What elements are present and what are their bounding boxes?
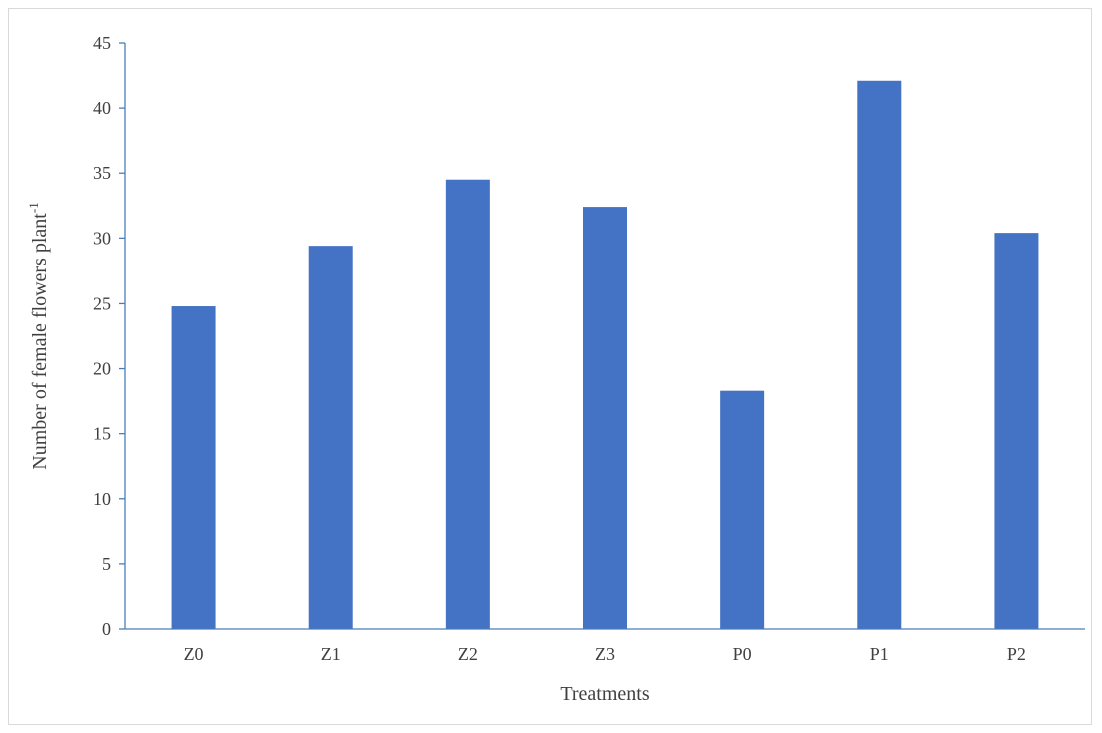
y-axis-title: Number of female flowers plant-1	[26, 202, 51, 469]
x-axis-ticks: Z0 Z1 Z2 Z3 P0 P1 P2	[184, 644, 1026, 664]
y-tick-label-2: 10	[93, 489, 111, 509]
x-tick-label-p0: P0	[733, 644, 752, 664]
bar-p0	[720, 390, 765, 629]
y-tick-label-5: 25	[93, 293, 111, 313]
y-tick-label-8: 40	[93, 98, 111, 118]
x-tick-label-p2: P2	[1007, 644, 1026, 664]
y-tick-label-0: 0	[102, 619, 111, 639]
y-tick-label-6: 30	[93, 228, 111, 248]
bar-p2	[994, 233, 1039, 629]
x-axis-title: Treatments	[560, 683, 649, 705]
bar-p1	[857, 80, 902, 629]
y-tick-label-7: 35	[93, 163, 111, 183]
bar-z2	[445, 179, 490, 629]
y-tick-label-1: 5	[102, 554, 111, 574]
y-axis-title-main: Number of female flowers plant	[29, 213, 51, 470]
bar-z3	[583, 207, 627, 629]
x-tick-label-z2: Z2	[458, 644, 478, 664]
bars-group	[171, 80, 1039, 629]
y-axis-ticks: 0 5 10 15 20 25 30 35 40 45	[93, 33, 125, 639]
bar-z1	[308, 246, 353, 629]
x-tick-label-z3: Z3	[595, 644, 615, 664]
y-tick-label-3: 15	[93, 424, 111, 444]
x-tick-label-z1: Z1	[321, 644, 341, 664]
x-tick-label-z0: Z0	[184, 644, 204, 664]
bar-z0	[171, 306, 216, 629]
x-tick-label-p1: P1	[870, 644, 889, 664]
y-tick-label-9: 45	[93, 33, 111, 53]
y-axis-title-superscript: -1	[26, 202, 41, 213]
y-tick-label-4: 20	[93, 359, 111, 379]
